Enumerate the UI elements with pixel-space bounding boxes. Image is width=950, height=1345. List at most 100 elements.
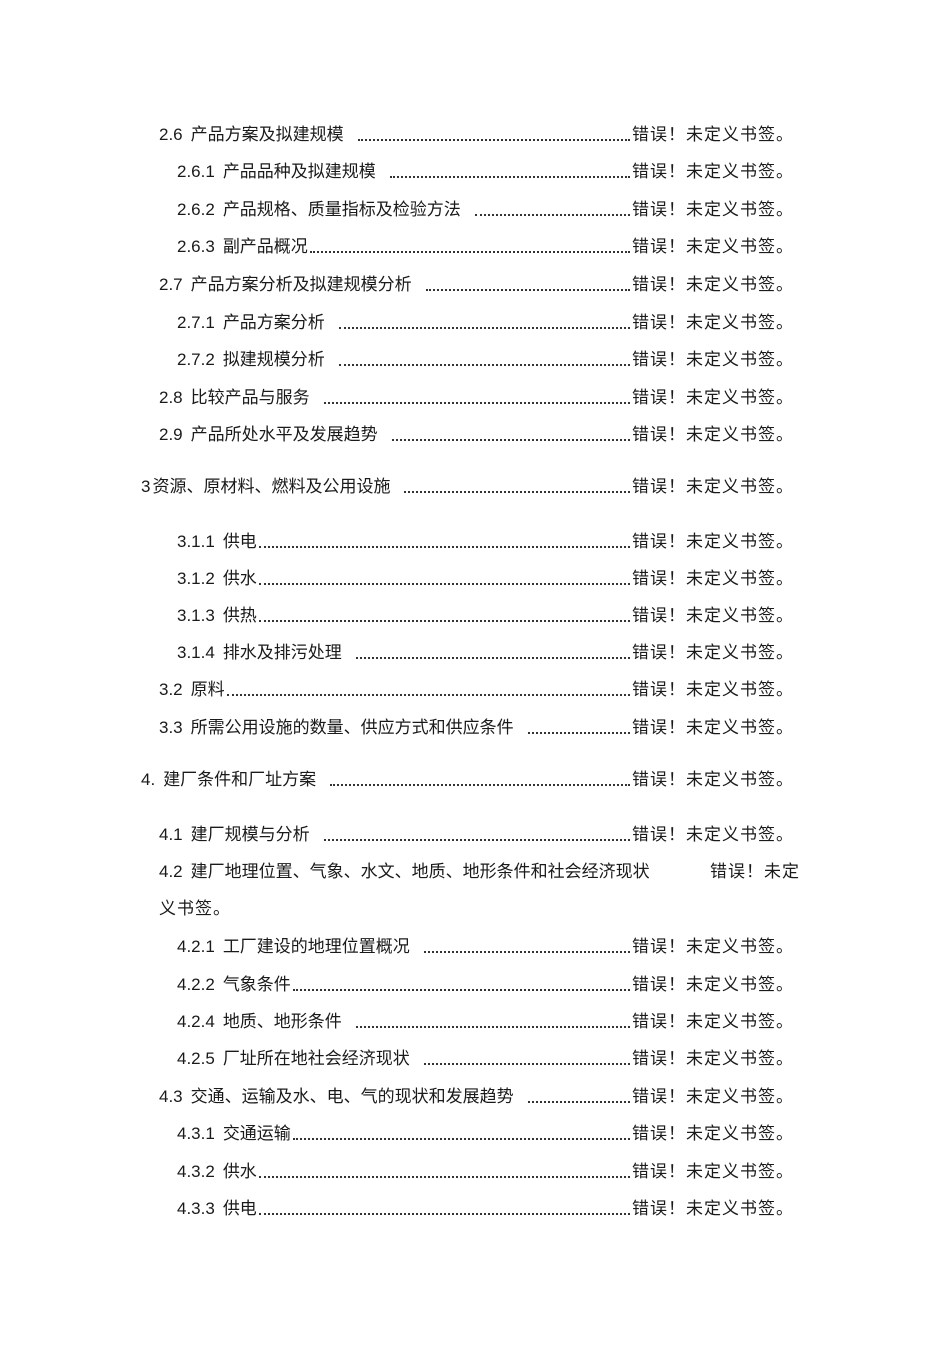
toc-entry-number: 3 <box>141 477 151 496</box>
toc-entry[interactable]: 2.6.3 副产品概况 <box>177 235 632 259</box>
toc-entry[interactable]: 3.1.1 供电 <box>177 530 632 554</box>
toc-entry-number: 3.2 <box>159 680 183 699</box>
toc-entry-title: 工厂建设的地理位置概况 <box>222 937 410 956</box>
toc-entry[interactable]: 4.2.4 地质、地形条件 <box>177 1010 632 1034</box>
toc-entry[interactable]: 2.6 产品方案及拟建规模 <box>159 123 632 147</box>
toc-entry-number: 3.1.2 <box>177 569 215 588</box>
toc-page-ref: 错误！未定义书签。 <box>632 1199 794 1218</box>
toc-entry[interactable]: 3.1.2 供水 <box>177 567 632 591</box>
toc-entry-title: 建厂条件和厂址方案 <box>163 770 317 789</box>
toc-entry-title: 产品品种及拟建规模 <box>222 162 376 181</box>
toc-entry[interactable]: 3.1.4 排水及排污处理 <box>177 641 632 665</box>
toc-entry-number: 2.6.3 <box>177 237 215 256</box>
toc-leader-dots <box>425 289 630 291</box>
toc-entry[interactable]: 4.3 交通、运输及水、电、气的现状和发展趋势 <box>159 1085 632 1109</box>
toc-page-ref: 错误！未定义书签。 <box>632 388 794 407</box>
toc-entry-number: 4.2.5 <box>177 1049 215 1068</box>
toc-entry[interactable]: 2.7.1 产品方案分析 <box>177 311 632 335</box>
toc-leader-dots <box>323 839 630 841</box>
toc-leader-dots <box>258 1213 630 1215</box>
toc-entry[interactable]: 4.3.1 交通运输 <box>177 1122 632 1146</box>
toc-entry-number: 4.1 <box>159 825 183 844</box>
toc-entry[interactable]: 4.3.2 供水 <box>177 1160 632 1184</box>
toc-leader-dots <box>404 491 630 493</box>
toc-entry-number: 2.6 <box>159 125 183 144</box>
toc-page-ref: 错误！未定义书签。 <box>632 718 794 737</box>
toc-entry[interactable]: 4.1 建厂规模与分析 <box>159 823 632 847</box>
toc-entry[interactable]: 4.2.1 工厂建设的地理位置概况 <box>177 935 632 959</box>
toc-entry-number: 4.2.1 <box>177 937 215 956</box>
toc-entry-number: 4.3.3 <box>177 1199 215 1218</box>
toc-entry-number: 3.1.3 <box>177 606 215 625</box>
toc-page-ref: 错误！未定义书签。 <box>632 200 794 219</box>
toc-entry-title: 副产品概况 <box>222 237 308 256</box>
toc-entry-title: 供水 <box>222 1162 257 1181</box>
toc-entry-number: 4.3 <box>159 1087 183 1106</box>
toc-entry-title: 排水及排污处理 <box>222 643 342 662</box>
toc-leader-dots <box>309 251 630 253</box>
toc-entry-number: 3.1.1 <box>177 532 215 551</box>
toc-entry-title: 原料 <box>190 680 225 699</box>
toc-entry-title: 供水 <box>222 569 257 588</box>
toc-entry[interactable]: 3 资源、原材料、燃料及公用设施 <box>141 475 632 499</box>
toc-entry-title: 供电 <box>222 1199 257 1218</box>
toc-page-ref: 错误！未定义书签。 <box>632 1087 794 1106</box>
toc-leader-dots <box>258 1176 630 1178</box>
toc-entry-number: 2.9 <box>159 425 183 444</box>
toc-entry-number: 3.1.4 <box>177 643 215 662</box>
toc-page-ref: 错误！未定义书签。 <box>632 162 794 181</box>
toc-leader-dots <box>330 784 630 786</box>
toc-entry[interactable]: 2.8 比较产品与服务 <box>159 386 632 410</box>
toc-leader-dots <box>258 546 630 548</box>
toc-entry[interactable]: 4.3.3 供电 <box>177 1197 632 1221</box>
toc-entry-number: 4.2 <box>159 862 183 881</box>
toc-entry-title: 所需公用设施的数量、供应方式和供应条件 <box>190 718 514 737</box>
toc-page-ref: 错误！未定义书签。 <box>632 975 794 994</box>
toc-page-ref: 错误！未定义书签。 <box>632 532 794 551</box>
toc-entry-number: 4.3.1 <box>177 1124 215 1143</box>
toc-page-ref: 错误！未定义书签。 <box>632 477 794 496</box>
toc-entry-number: 2.6.2 <box>177 200 215 219</box>
toc-entry[interactable]: 2.6.2 产品规格、质量指标及检验方法 <box>177 198 632 222</box>
toc-leader-dots <box>391 439 630 441</box>
toc-entry-title: 交通、运输及水、电、气的现状和发展趋势 <box>190 1087 514 1106</box>
toc-entry-title: 产品所处水平及发展趋势 <box>190 425 378 444</box>
toc-page-ref: 错误！未定义书签。 <box>632 275 794 294</box>
toc-entry-title: 建厂规模与分析 <box>190 825 310 844</box>
toc-entry[interactable]: 4. 建厂条件和厂址方案 <box>141 768 632 792</box>
toc-entry[interactable]: 3.2 原料 <box>159 678 632 702</box>
toc-entry-title: 产品方案分析及拟建规模分析 <box>190 275 412 294</box>
toc-page-ref: 错误！未定义书签。 <box>632 350 794 369</box>
toc-entry[interactable]: 2.9 产品所处水平及发展趋势 <box>159 423 632 447</box>
toc-page-ref: 错误！未定义书签。 <box>632 643 794 662</box>
toc-leader-dots <box>338 327 630 329</box>
toc-entry-number: 4.3.2 <box>177 1162 215 1181</box>
toc-leader-dots <box>323 402 630 404</box>
toc-entry[interactable]: 2.7.2 拟建规模分析 <box>177 348 632 372</box>
toc-entry-number: 4.2.2 <box>177 975 215 994</box>
toc-leader-dots <box>527 732 630 734</box>
toc-leader-dots <box>423 951 630 953</box>
toc-entry[interactable]: 4.2 建厂地理位置、气象、水文、地质、地形条件和社会经济现状 <box>159 860 650 884</box>
toc-leader-dots <box>258 583 630 585</box>
toc-entry[interactable]: 3.3 所需公用设施的数量、供应方式和供应条件 <box>159 716 632 740</box>
toc-page-ref: 错误！未定义书签。 <box>632 770 794 789</box>
toc-page-ref: 错误！未定义书签。 <box>632 1124 794 1143</box>
toc-entry-number: 2.7.2 <box>177 350 215 369</box>
toc-entry[interactable]: 2.6.1 产品品种及拟建规模 <box>177 160 632 184</box>
toc-entry-title: 产品规格、质量指标及检验方法 <box>222 200 461 219</box>
toc-entry-title: 产品方案分析 <box>222 313 325 332</box>
toc-entry-title: 资源、原材料、燃料及公用设施 <box>152 477 391 496</box>
toc-entry[interactable]: 4.2.2 气象条件 <box>177 973 632 997</box>
toc-entry-number: 3.3 <box>159 718 183 737</box>
toc-entry[interactable]: 4.2.5 厂址所在地社会经济现状 <box>177 1047 632 1071</box>
toc-leader-dots <box>357 139 630 141</box>
toc-entry-number: 2.8 <box>159 388 183 407</box>
toc-entry[interactable]: 2.7 产品方案分析及拟建规模分析 <box>159 273 632 297</box>
toc-page-ref: 错误！未定义书签。 <box>632 680 794 699</box>
toc-leader-dots <box>355 657 630 659</box>
toc-leader-dots <box>338 364 630 366</box>
toc-entry-number: 4.2.4 <box>177 1012 215 1031</box>
toc-entry-number: 4. <box>141 770 156 789</box>
toc-entry[interactable]: 3.1.3 供热 <box>177 604 632 628</box>
